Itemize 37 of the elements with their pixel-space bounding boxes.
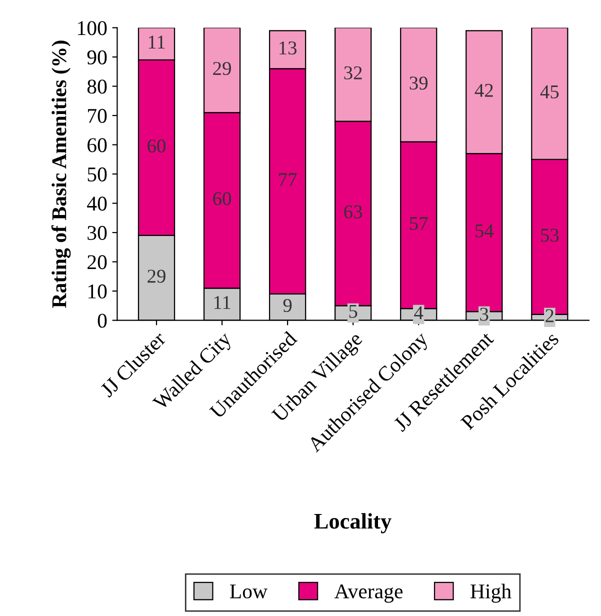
data-label: 9	[283, 298, 292, 312]
data-label: 77	[279, 173, 297, 186]
data-label: 11	[214, 296, 230, 309]
data-label: 3	[480, 308, 488, 321]
data-label: 29	[213, 62, 231, 76]
y-tick-label: 0	[98, 314, 107, 328]
y-tick-label: 80	[87, 80, 107, 94]
data-label: 32	[344, 66, 362, 80]
y-tick-label: 40	[87, 196, 107, 211]
data-label: 60	[213, 192, 232, 206]
data-label: 63	[344, 205, 362, 218]
y-tick-label: 70	[88, 108, 107, 123]
data-label: 53	[541, 228, 559, 242]
y-tick-label: 20	[88, 255, 107, 270]
legend-label: Average	[334, 584, 403, 603]
data-label: 5	[349, 304, 358, 318]
data-label: 11	[148, 36, 165, 48]
x-axis-title: Locality	[314, 513, 392, 534]
legend-label: Low	[230, 584, 268, 598]
y-axis-title: Rating of Basic Amenities (%)	[51, 40, 71, 308]
data-label: 45	[540, 85, 559, 98]
data-label: 13	[280, 41, 297, 55]
data-label: 57	[410, 217, 428, 230]
y-tick-label: 30	[88, 226, 107, 240]
data-label: 54	[476, 224, 494, 238]
data-label: 29	[148, 270, 166, 283]
y-tick-label: 60	[88, 138, 107, 152]
data-label: 42	[474, 84, 493, 97]
data-label: 2	[546, 309, 554, 322]
y-tick-label: 90	[87, 50, 107, 64]
y-tick-label: 50	[88, 167, 107, 182]
y-tick-label: 10	[88, 284, 107, 298]
data-label: 60	[148, 139, 166, 153]
data-label: 39	[410, 76, 428, 90]
y-tick-label: 100	[78, 21, 107, 36]
data-label: 4	[414, 306, 424, 320]
legend-label: High	[470, 584, 512, 603]
